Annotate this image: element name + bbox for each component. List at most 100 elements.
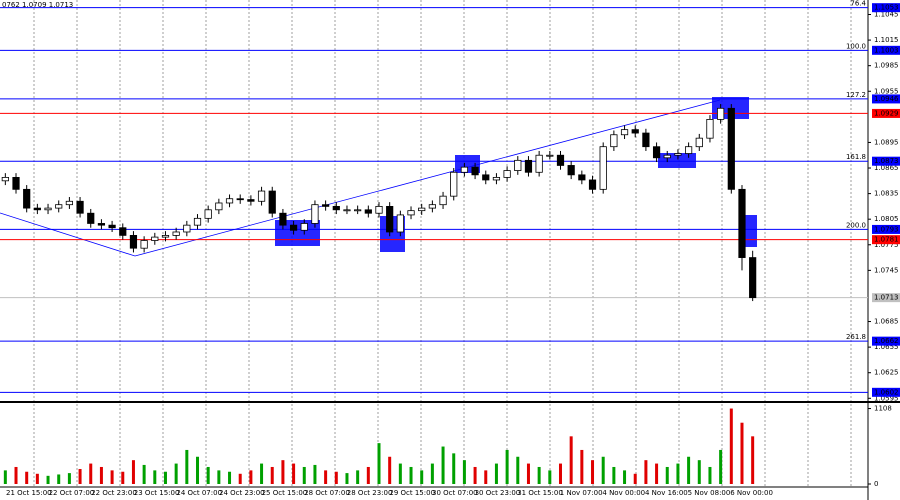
level-label: 1.0662 <box>874 337 899 345</box>
y-tick-label: 1.0865 <box>874 164 899 172</box>
volume-bar <box>580 449 584 484</box>
candle-body <box>119 227 127 236</box>
y-tick-label: 1.0595 <box>874 394 899 402</box>
level-label: 1.0873 <box>874 157 899 165</box>
volume-bar <box>185 449 189 484</box>
y-tick-label: 1.1015 <box>874 36 899 44</box>
level-tag <box>872 3 900 13</box>
candle-body <box>193 217 202 226</box>
candle-body <box>738 188 746 258</box>
candle-body <box>322 204 330 207</box>
level-tag <box>872 387 900 397</box>
volume-bar <box>99 466 103 484</box>
volume-bar <box>398 463 402 484</box>
volume-bar <box>655 463 659 484</box>
candle-body <box>418 207 426 212</box>
volume-bar <box>537 466 541 484</box>
volume-bar <box>46 475 50 484</box>
volume-bar <box>697 460 701 484</box>
level-tag <box>872 94 900 104</box>
candle-body <box>642 132 650 148</box>
volume-tick-label: 1108 <box>874 405 892 413</box>
volume-bar <box>196 456 200 484</box>
candle-body <box>460 166 469 173</box>
volume-bar <box>526 463 530 484</box>
x-tick-label: 28 Oct 07:00 <box>304 489 350 497</box>
fib-label: 127.2 <box>846 91 866 99</box>
x-tick-label: 30 Oct 07:00 <box>432 489 478 497</box>
volume-bar <box>238 473 242 484</box>
x-tick-label: 24 Oct 07:00 <box>176 489 222 497</box>
candle-body <box>97 223 106 226</box>
level-tag <box>872 156 900 166</box>
volume-bar <box>302 466 306 484</box>
level-label: 1.0602 <box>874 388 899 396</box>
volume-bar <box>388 456 392 484</box>
candle-body <box>44 207 52 211</box>
candle-body <box>311 204 319 224</box>
volume-bar <box>558 463 562 484</box>
volume-bar <box>121 471 125 484</box>
level-tag <box>872 235 900 245</box>
candle-body <box>172 231 180 236</box>
fib-label: 200.0 <box>846 221 866 229</box>
volume-bar <box>366 466 370 484</box>
candle-body <box>663 154 671 159</box>
y-tick-label: 1.0625 <box>874 369 899 377</box>
candle-body <box>279 212 287 226</box>
volume-bar <box>345 473 349 484</box>
candle-body <box>151 236 159 241</box>
header: 0762 1.0709 1.0713 <box>2 1 73 9</box>
fib-label: 100.0 <box>846 42 866 50</box>
volume-bar <box>281 460 285 484</box>
candle-body <box>749 257 757 299</box>
candle-body <box>247 199 255 202</box>
volume-bar <box>25 471 29 484</box>
volume-bar <box>751 436 755 484</box>
volume-bar <box>665 466 669 484</box>
volume-bar <box>708 466 712 484</box>
volume-bar <box>484 470 488 484</box>
level-tag <box>872 108 900 118</box>
volume-bar <box>163 471 167 484</box>
candle-body <box>685 146 693 154</box>
candle-body <box>55 204 63 209</box>
fib-label: 76.4 <box>850 0 866 8</box>
candle-body <box>204 209 212 219</box>
candle-body <box>300 223 308 231</box>
candle-body <box>556 154 565 166</box>
candle-body <box>268 190 276 214</box>
candle-body <box>620 129 629 136</box>
level-label: 1.0713 <box>874 294 899 302</box>
candle-body <box>65 200 73 206</box>
volume-bar <box>494 463 498 484</box>
level-tag <box>872 224 900 234</box>
candle-body <box>588 179 597 190</box>
candle-body <box>1 176 9 182</box>
candle-body <box>695 137 703 148</box>
volume-bar <box>356 470 360 484</box>
candle-body <box>706 119 714 139</box>
y-tick-label: 1.0895 <box>874 138 899 146</box>
level-label: 1.0929 <box>874 109 899 117</box>
volume-bar <box>409 466 413 484</box>
zone <box>745 215 757 247</box>
candle-body <box>289 224 298 231</box>
candle-body <box>578 174 586 181</box>
volume-bar <box>420 470 424 484</box>
candle-body <box>23 188 31 209</box>
candle-body <box>717 107 725 120</box>
volume-bar <box>206 466 210 484</box>
candle-body <box>364 209 372 214</box>
candle-body <box>375 205 383 214</box>
volume-bar <box>729 408 733 484</box>
level-tag <box>872 45 900 55</box>
volume-bar <box>153 470 157 484</box>
volume-bar <box>441 446 445 484</box>
y-tick-label: 1.0985 <box>874 62 899 70</box>
volume-bar <box>612 466 616 484</box>
level-label: 1.0781 <box>874 236 899 244</box>
candle-body <box>450 171 458 197</box>
volume-bar <box>334 471 338 484</box>
